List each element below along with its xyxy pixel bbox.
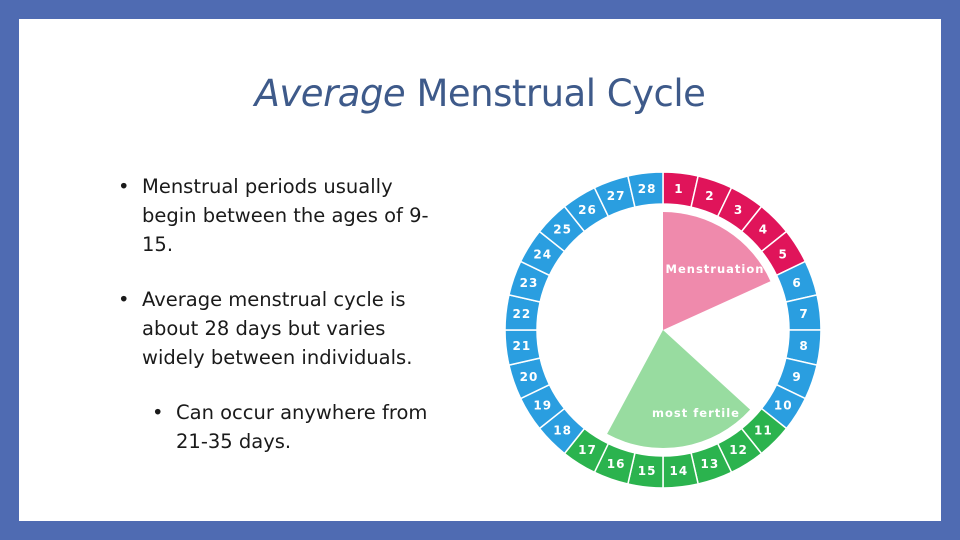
day-label: 2 — [705, 189, 714, 203]
cycle-inner-pie — [545, 212, 781, 448]
cycle-diagram: 1234567891011121314151617181920212223242… — [504, 171, 822, 489]
day-label: 25 — [553, 223, 572, 237]
day-label: 15 — [638, 464, 657, 478]
day-label: 5 — [779, 247, 788, 261]
day-label: 13 — [701, 457, 720, 471]
bullet-item: Menstrual periods usually begin between … — [118, 172, 448, 259]
day-label: 1 — [674, 182, 683, 196]
ring-segment — [626, 171, 664, 209]
day-label: 27 — [607, 189, 626, 203]
day-label: 11 — [754, 423, 773, 437]
day-label: 7 — [799, 307, 808, 321]
day-label: 8 — [799, 339, 808, 353]
day-label: 9 — [792, 370, 801, 384]
day-label: 14 — [670, 464, 689, 478]
cycle-labels: 1234567891011121314151617181920212223242… — [513, 182, 808, 478]
day-label: 4 — [759, 223, 768, 237]
sub-bullet-item: Can occur anywhere from 21-35 days. — [152, 398, 448, 456]
menstruation-wedge — [663, 212, 771, 330]
title-rest: Menstrual Cycle — [405, 72, 706, 115]
day-label: 24 — [533, 247, 552, 261]
day-label: 26 — [578, 203, 597, 217]
day-label: 28 — [638, 182, 657, 196]
title-emphasis: Average — [254, 72, 406, 115]
day-label: 22 — [513, 307, 532, 321]
day-label: 6 — [792, 276, 801, 290]
day-label: 10 — [774, 399, 793, 413]
menstruation-label: Menstruation — [666, 262, 765, 276]
day-label: 12 — [729, 443, 748, 457]
day-label: 20 — [520, 370, 539, 384]
bullet-list: Menstrual periods usually begin between … — [118, 172, 448, 482]
day-label: 18 — [553, 423, 572, 437]
day-label: 3 — [734, 203, 743, 217]
day-label: 16 — [607, 457, 626, 471]
day-label: 23 — [520, 276, 539, 290]
fertile-wedge — [607, 330, 751, 448]
cycle-ring — [504, 171, 822, 489]
day-label: 21 — [513, 339, 532, 353]
most-fertile-label: most fertile — [652, 406, 740, 420]
slide-title: Average Menstrual Cycle — [0, 72, 960, 115]
bullet-item: Average menstrual cycle is about 28 days… — [118, 285, 448, 372]
day-label: 17 — [578, 443, 597, 457]
day-label: 19 — [533, 399, 552, 413]
